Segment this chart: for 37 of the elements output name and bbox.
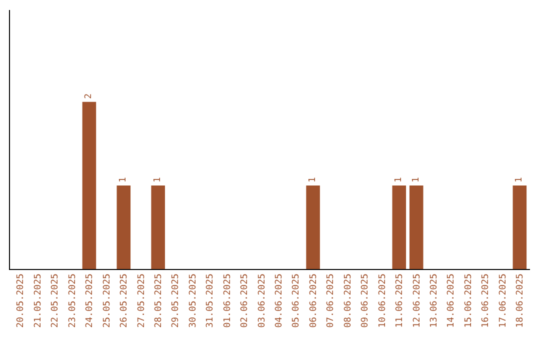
x-tick-label: 16.06.2025 bbox=[481, 274, 492, 328]
x-tick-label: 29.05.2025 bbox=[171, 274, 182, 328]
x-tick-label: 17.06.2025 bbox=[498, 274, 508, 328]
x-tick-label: 03.06.2025 bbox=[257, 274, 268, 328]
x-tick-label: 12.06.2025 bbox=[412, 274, 422, 328]
x-tick-label: 26.05.2025 bbox=[120, 274, 130, 328]
x-tick-label: 25.05.2025 bbox=[102, 274, 112, 328]
x-tick-label: 07.06.2025 bbox=[326, 274, 336, 328]
x-tick-label: 11.06.2025 bbox=[395, 274, 406, 328]
x-tick-label: 06.06.2025 bbox=[308, 274, 319, 328]
x-tick-label: 01.06.2025 bbox=[222, 274, 233, 328]
x-tick-label: 28.05.2025 bbox=[154, 274, 164, 328]
x-tick-label: 23.05.2025 bbox=[68, 274, 78, 328]
x-tick-label: 10.06.2025 bbox=[378, 274, 388, 328]
x-tick-label: 20.05.2025 bbox=[16, 274, 26, 328]
data-label: 1 bbox=[118, 177, 129, 182]
data-label: 2 bbox=[84, 93, 94, 99]
x-tick-label: 21.05.2025 bbox=[33, 274, 44, 328]
x-tick-label: 02.06.2025 bbox=[240, 274, 250, 328]
x-tick-label: 18.06.2025 bbox=[516, 274, 526, 328]
data-label: 1 bbox=[308, 177, 318, 182]
x-tick-label: 27.05.2025 bbox=[136, 274, 147, 328]
x-tick-label: 13.06.2025 bbox=[430, 274, 440, 328]
x-tick-label: 31.05.2025 bbox=[206, 274, 216, 328]
x-tick-label: 09.06.2025 bbox=[360, 274, 371, 328]
data-label: 1 bbox=[411, 177, 422, 182]
data-label: 1 bbox=[394, 177, 404, 182]
x-tick-label: 22.05.2025 bbox=[50, 274, 61, 328]
x-tick-label: 14.06.2025 bbox=[446, 274, 457, 328]
x-tick-label: 05.06.2025 bbox=[292, 274, 302, 328]
x-tick-label: 15.06.2025 bbox=[464, 274, 474, 328]
data-label: 1 bbox=[153, 177, 164, 182]
x-tick-label: 24.05.2025 bbox=[85, 274, 96, 328]
x-tick-label: 30.05.2025 bbox=[188, 274, 198, 328]
x-tick-label: 04.06.2025 bbox=[274, 274, 285, 328]
x-tick-label: 08.06.2025 bbox=[343, 274, 354, 328]
data-label: 1 bbox=[514, 177, 525, 182]
